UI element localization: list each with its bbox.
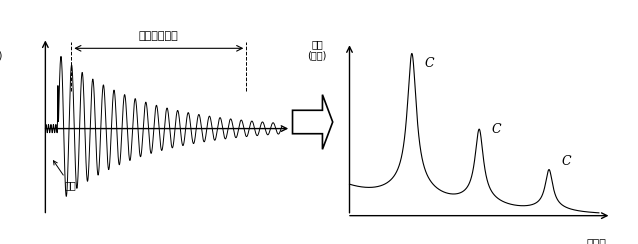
Text: C: C: [561, 155, 571, 168]
Polygon shape: [292, 95, 333, 149]
Text: 振幅
(変位): 振幅 (変位): [308, 39, 327, 61]
Text: 周波数: 周波数: [587, 239, 607, 244]
Text: 減衰自由振動: 減衰自由振動: [139, 31, 179, 41]
Text: C: C: [424, 57, 434, 70]
Text: 外力: 外力: [54, 161, 76, 190]
Text: 振幅
(変位): 振幅 (変位): [0, 39, 2, 61]
Text: C: C: [492, 122, 501, 136]
